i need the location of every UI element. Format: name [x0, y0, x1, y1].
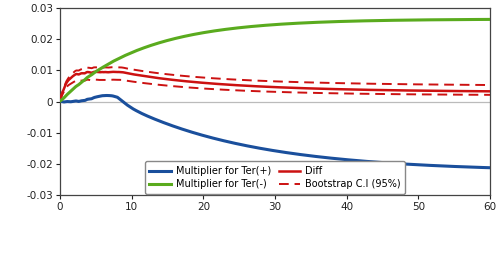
Line: Diff: Diff: [60, 72, 490, 100]
Multiplier for Ter(-): [344, 20, 350, 23]
Multiplier for Ter(+): [57, 99, 63, 102]
Diff: [311, 87, 317, 90]
Multiplier for Ter(-): [57, 99, 63, 103]
Legend: Multiplier for Ter(+), Multiplier for Ter(-), Diff, Bootstrap C.I (95%): Multiplier for Ter(+), Multiplier for Te…: [144, 161, 406, 194]
Multiplier for Ter(-): [133, 49, 139, 52]
Multiplier for Ter(-): [310, 21, 316, 24]
Multiplier for Ter(-): [252, 25, 258, 28]
Diff: [345, 88, 351, 91]
Multiplier for Ter(+): [252, 146, 258, 149]
Bootstrap C.I (95%): [345, 82, 351, 85]
Bootstrap C.I (95%): [57, 99, 63, 102]
Multiplier for Ter(+): [311, 155, 317, 158]
Multiplier for Ter(+): [382, 161, 388, 164]
Bootstrap C.I (95%): [110, 66, 116, 69]
Multiplier for Ter(+): [345, 158, 351, 162]
Line: Bootstrap C.I (95%): Bootstrap C.I (95%): [60, 67, 490, 100]
Bootstrap C.I (95%): [487, 83, 493, 87]
Bootstrap C.I (95%): [134, 69, 140, 72]
Bootstrap C.I (95%): [252, 79, 258, 82]
Line: Multiplier for Ter(+): Multiplier for Ter(+): [60, 95, 490, 168]
Diff: [57, 99, 63, 102]
Bootstrap C.I (95%): [311, 81, 317, 84]
Multiplier for Ter(-): [168, 38, 173, 41]
Diff: [92, 70, 98, 73]
Multiplier for Ter(-): [487, 18, 493, 21]
Multiplier for Ter(+): [102, 94, 108, 97]
Bootstrap C.I (95%): [382, 82, 388, 86]
Multiplier for Ter(+): [134, 109, 140, 112]
Diff: [252, 85, 258, 88]
Multiplier for Ter(-): [381, 19, 387, 22]
Diff: [487, 90, 493, 93]
Multiplier for Ter(+): [487, 166, 493, 169]
Line: Multiplier for Ter(-): Multiplier for Ter(-): [60, 20, 490, 101]
Diff: [382, 89, 388, 92]
Bootstrap C.I (95%): [168, 73, 174, 76]
Diff: [168, 78, 174, 81]
Diff: [134, 73, 140, 76]
Multiplier for Ter(+): [168, 124, 174, 127]
